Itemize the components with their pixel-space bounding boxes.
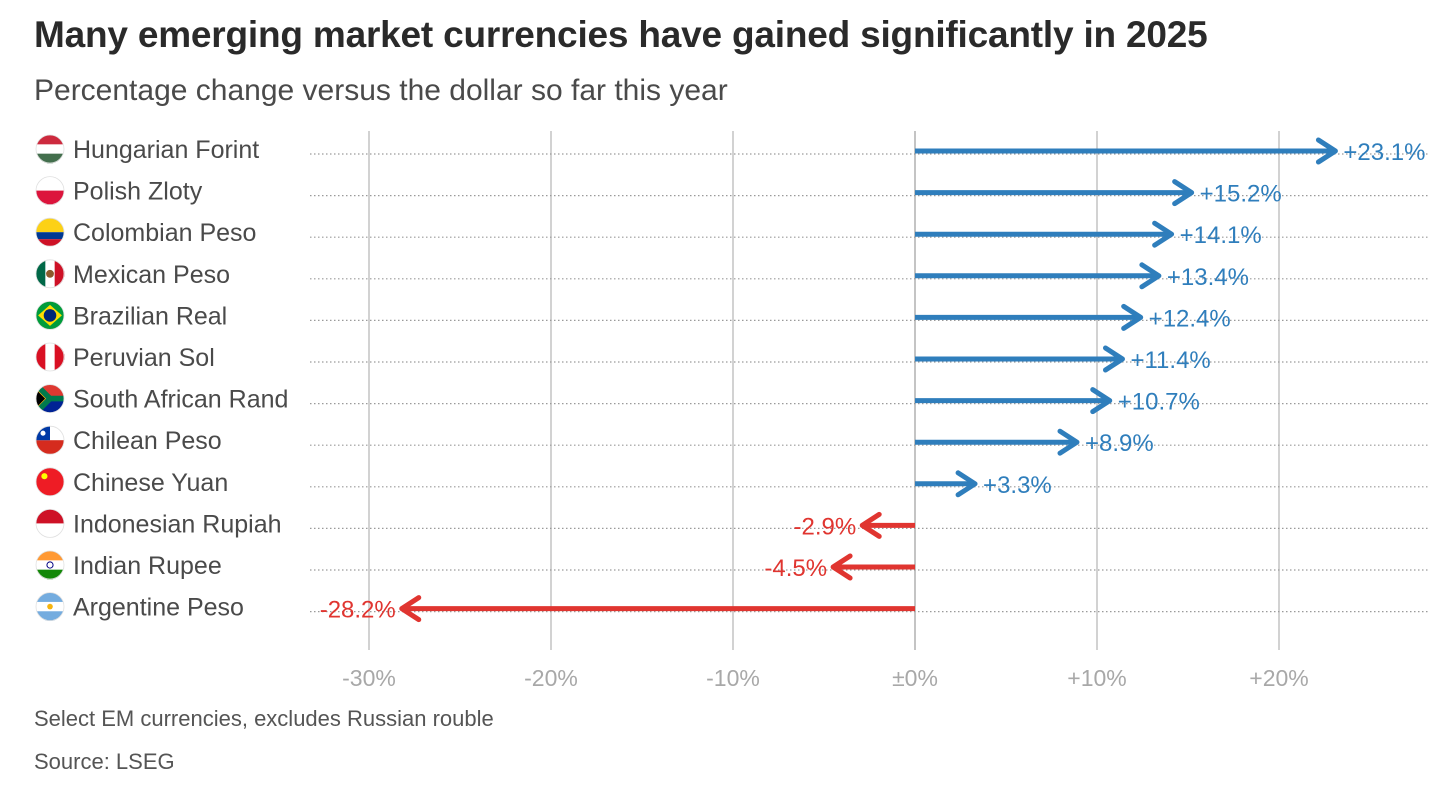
argentina-flag-icon	[35, 592, 65, 622]
positive-arrow-bar	[915, 428, 1080, 456]
negative-arrow-bar	[399, 595, 915, 623]
value-label: -28.2%	[320, 597, 396, 624]
category-label: Indian Rupee	[73, 552, 222, 580]
chile-flag-icon	[35, 425, 65, 455]
category-label: Chilean Peso	[73, 427, 222, 455]
colombia-flag-icon	[35, 217, 65, 247]
chart-footnote: Select EM currencies, excludes Russian r…	[34, 706, 494, 731]
chart-source: Source: LSEG	[34, 749, 175, 774]
x-tick-label: ±0%	[892, 665, 938, 691]
value-label: +23.1%	[1343, 139, 1425, 166]
positive-arrow-bar	[915, 262, 1162, 290]
value-label: -4.5%	[764, 555, 827, 582]
category-label: Peruvian Sol	[73, 344, 215, 372]
south-africa-flag-icon	[35, 384, 65, 414]
x-tick-label: -10%	[706, 665, 760, 691]
value-label: +14.1%	[1180, 222, 1262, 249]
value-label: +12.4%	[1149, 305, 1231, 332]
poland-flag-icon	[35, 176, 65, 206]
value-label: +10.7%	[1118, 389, 1200, 416]
bar-chart: Hungarian Forint Polish Zloty Colombian Pe…	[35, 131, 1428, 691]
positive-arrow-bar	[915, 220, 1175, 248]
value-label: +8.9%	[1085, 430, 1154, 457]
category-label: Brazilian Real	[73, 302, 227, 330]
category-label: Chinese Yuan	[73, 469, 228, 497]
chart-title: Many emerging market currencies have gai…	[34, 14, 1208, 55]
category-label: Hungarian Forint	[73, 136, 259, 164]
positive-arrow-bar	[915, 345, 1125, 373]
positive-arrow-bar	[915, 137, 1338, 165]
value-label: -2.9%	[794, 513, 857, 540]
mexico-flag-icon	[35, 259, 65, 289]
china-flag-icon	[35, 467, 65, 497]
value-label: +15.2%	[1200, 181, 1282, 208]
value-label: +13.4%	[1167, 264, 1249, 291]
value-label: +3.3%	[983, 472, 1052, 499]
x-tick-label: +10%	[1067, 665, 1126, 691]
negative-arrow-bar	[830, 553, 915, 581]
category-label: Polish Zloty	[73, 178, 203, 206]
positive-arrow-bar	[915, 387, 1113, 415]
indonesia-flag-icon	[35, 509, 65, 538]
brazil-flag-icon	[35, 300, 65, 330]
hungary-flag-icon	[35, 134, 65, 164]
category-label: Argentine Peso	[73, 594, 244, 622]
category-label: Indonesian Rupiah	[73, 510, 282, 538]
category-label: Mexican Peso	[73, 261, 230, 289]
value-label: +11.4%	[1130, 347, 1210, 374]
category-label: South African Rand	[73, 386, 288, 414]
positive-arrow-bar	[915, 179, 1195, 207]
negative-arrow-bar	[859, 511, 915, 539]
x-tick-label: -20%	[524, 665, 578, 691]
x-tick-label: +20%	[1249, 665, 1308, 691]
positive-arrow-bar	[915, 303, 1144, 331]
peru-flag-icon	[35, 342, 65, 372]
india-flag-icon	[35, 550, 65, 580]
category-label: Colombian Peso	[73, 219, 256, 247]
chart-subtitle: Percentage change versus the dollar so f…	[34, 74, 728, 107]
x-tick-label: -30%	[342, 665, 396, 691]
positive-arrow-bar	[915, 470, 978, 498]
